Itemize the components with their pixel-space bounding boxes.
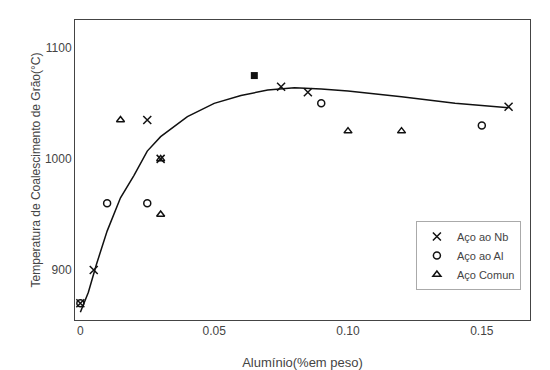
svg-text:Aço ao Nb: Aço ao Nb (457, 231, 508, 243)
svg-text:Alumínio(%em peso): Alumínio(%em peso) (242, 355, 363, 370)
svg-text:900: 900 (52, 263, 72, 277)
svg-text:Aço Comun: Aço Comun (457, 269, 514, 281)
svg-text:1100: 1100 (46, 41, 72, 55)
svg-text:Temperatura de Coalescimento d: Temperatura de Coalescimento de Grão(°C) (29, 53, 43, 288)
svg-text:Aço ao Al: Aço ao Al (457, 250, 503, 262)
svg-text:0.15: 0.15 (470, 324, 494, 338)
svg-text:1000: 1000 (45, 152, 72, 166)
svg-text:0.05: 0.05 (203, 324, 227, 338)
svg-text:0: 0 (77, 324, 84, 338)
svg-text:0.10: 0.10 (336, 324, 360, 338)
